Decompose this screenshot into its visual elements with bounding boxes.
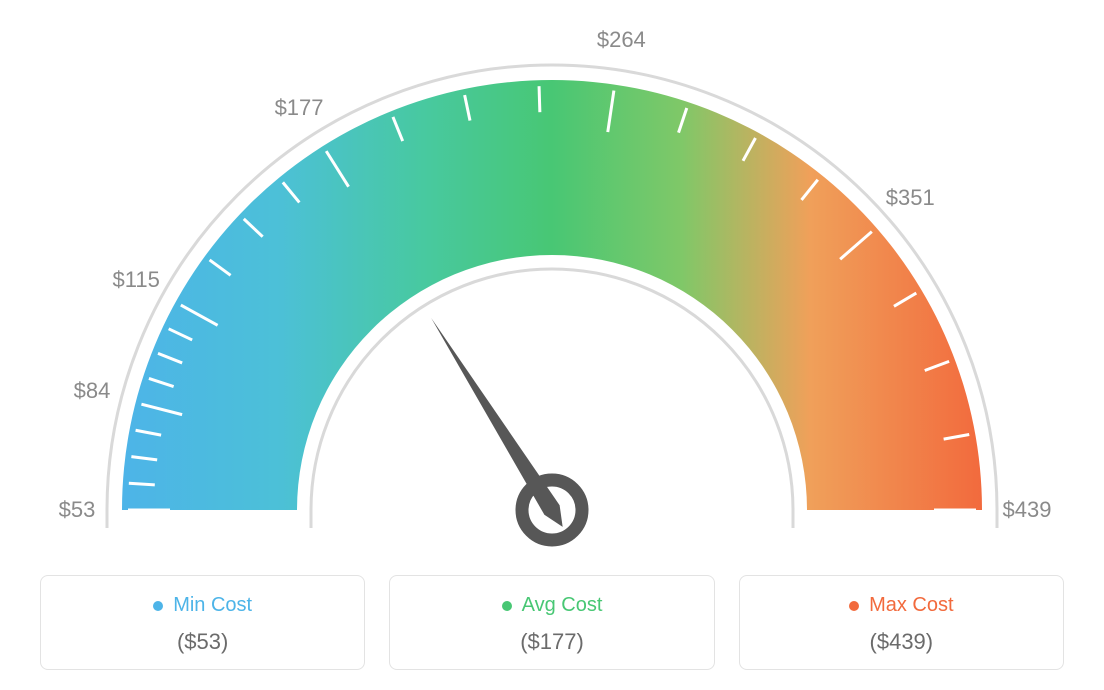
legend-label: Avg Cost xyxy=(522,594,603,617)
legend-dot-icon xyxy=(153,601,163,611)
gauge-tick-label: $115 xyxy=(113,267,160,293)
legend-value: ($53) xyxy=(51,629,354,655)
gauge-tick-label: $351 xyxy=(886,185,935,211)
legend-row: Min Cost ($53) Avg Cost ($177) Max Cost ($439… xyxy=(40,575,1064,670)
gauge-tick-label: $84 xyxy=(74,378,111,404)
gauge-svg xyxy=(0,0,1104,560)
legend-dot-icon xyxy=(849,601,859,611)
gauge-tick-label: $264 xyxy=(597,27,646,53)
legend-value: ($177) xyxy=(400,629,703,655)
legend-card-title: Avg Cost xyxy=(502,594,603,617)
max-cost-card: Max Cost ($439) xyxy=(739,575,1064,670)
legend-card-title: Max Cost xyxy=(849,594,953,617)
legend-card-title: Min Cost xyxy=(153,594,252,617)
min-cost-card: Min Cost ($53) xyxy=(40,575,365,670)
legend-label: Max Cost xyxy=(869,594,953,617)
gauge-tick-label: $177 xyxy=(275,95,324,121)
legend-value: ($439) xyxy=(750,629,1053,655)
cost-gauge-chart: $53 $84 $115 $177 $264 $351 $439 xyxy=(0,0,1104,560)
gauge-tick-label: $439 xyxy=(1003,497,1052,523)
legend-dot-icon xyxy=(502,601,512,611)
gauge-tick-label: $53 xyxy=(59,497,96,523)
legend-label: Min Cost xyxy=(173,594,252,617)
avg-cost-card: Avg Cost ($177) xyxy=(389,575,714,670)
